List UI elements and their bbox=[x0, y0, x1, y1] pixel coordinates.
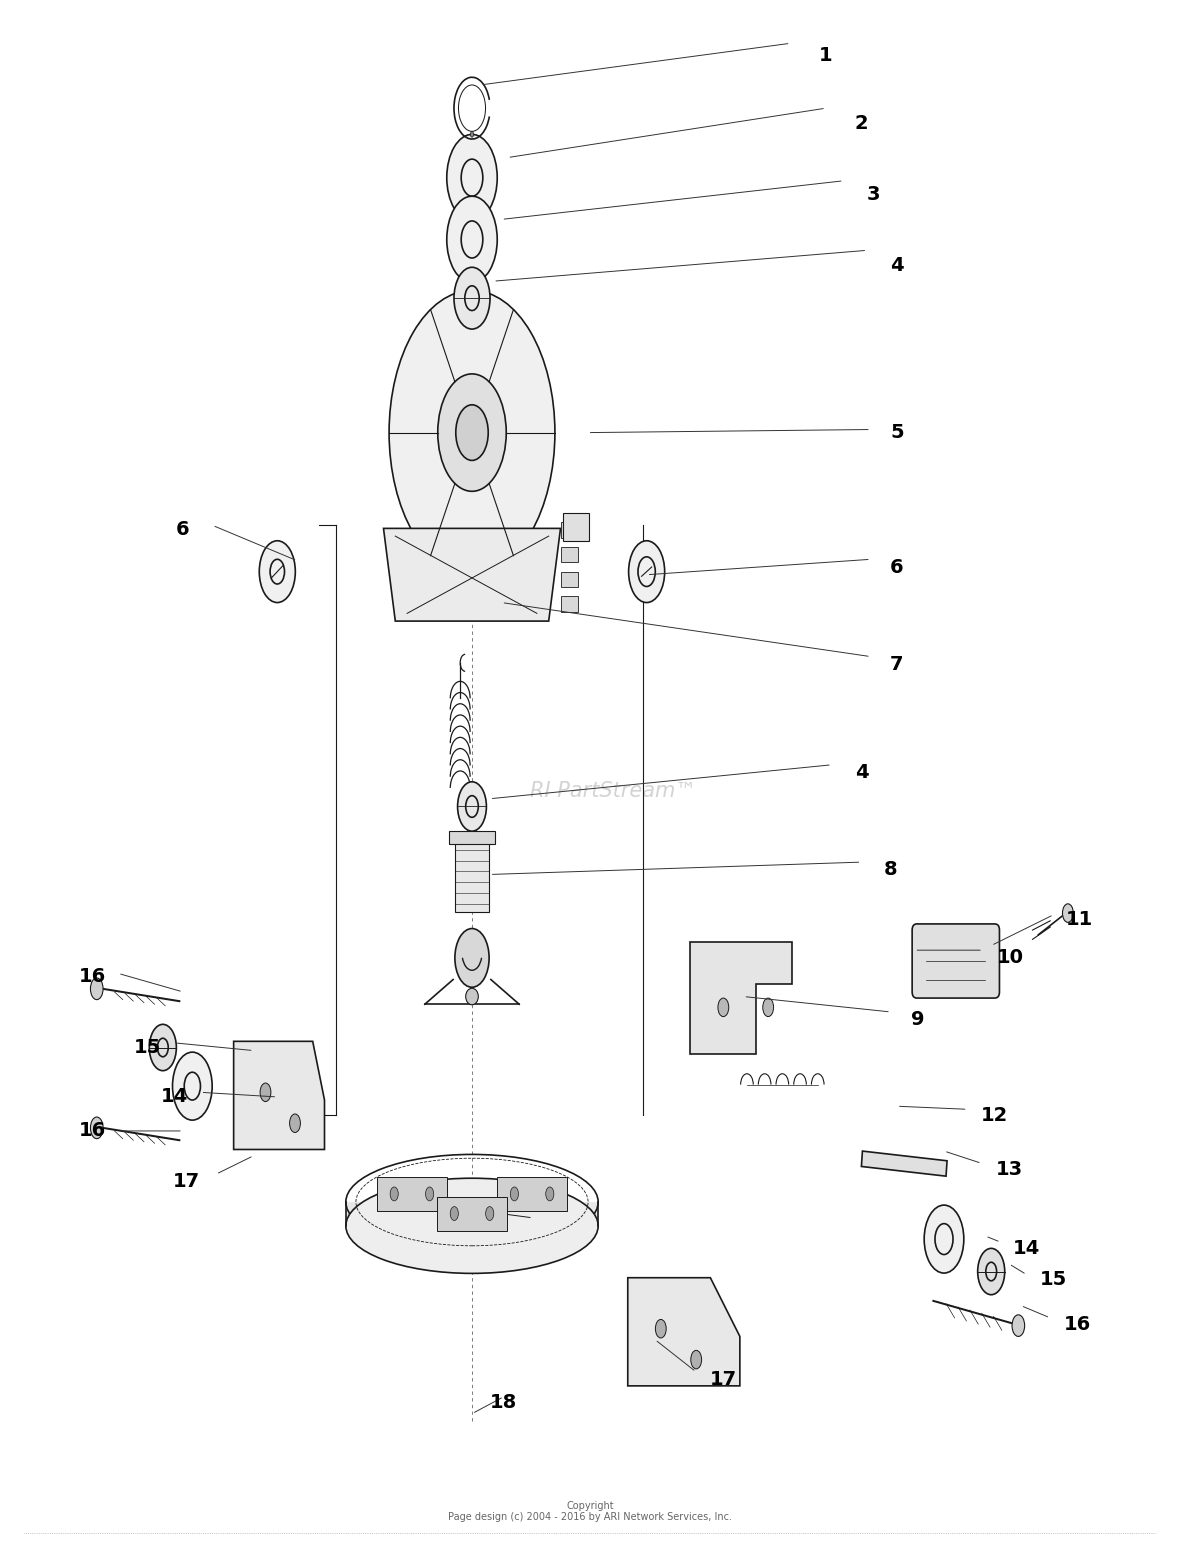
Ellipse shape bbox=[289, 1114, 301, 1132]
Text: 3: 3 bbox=[866, 185, 880, 204]
Ellipse shape bbox=[455, 405, 489, 460]
Ellipse shape bbox=[447, 196, 497, 283]
Bar bbox=[861, 1151, 948, 1176]
Text: 9: 9 bbox=[911, 1010, 925, 1029]
Text: Copyright: Copyright bbox=[566, 1502, 614, 1511]
Text: 10: 10 bbox=[997, 949, 1023, 967]
Ellipse shape bbox=[486, 1207, 493, 1221]
Polygon shape bbox=[346, 1202, 598, 1225]
Text: 4: 4 bbox=[890, 256, 904, 275]
Ellipse shape bbox=[91, 978, 103, 1000]
Text: 16: 16 bbox=[78, 1122, 106, 1140]
Text: 7: 7 bbox=[890, 655, 904, 674]
Text: 15: 15 bbox=[133, 1038, 162, 1057]
Text: 6: 6 bbox=[890, 558, 904, 576]
Ellipse shape bbox=[454, 267, 490, 329]
Ellipse shape bbox=[451, 1207, 458, 1221]
Ellipse shape bbox=[260, 541, 295, 603]
Ellipse shape bbox=[471, 131, 473, 138]
Bar bbox=[455, 837, 489, 912]
Ellipse shape bbox=[978, 1248, 1004, 1295]
Ellipse shape bbox=[762, 998, 774, 1017]
Polygon shape bbox=[384, 528, 560, 621]
Polygon shape bbox=[628, 1278, 740, 1386]
Ellipse shape bbox=[454, 929, 490, 987]
Ellipse shape bbox=[717, 998, 729, 1017]
Text: 16: 16 bbox=[1063, 1315, 1092, 1333]
Ellipse shape bbox=[346, 1179, 598, 1273]
Ellipse shape bbox=[172, 1052, 212, 1120]
Polygon shape bbox=[497, 1177, 568, 1211]
Text: RI PartStream™: RI PartStream™ bbox=[531, 782, 696, 800]
Polygon shape bbox=[376, 1177, 447, 1211]
Text: 13: 13 bbox=[996, 1160, 1022, 1179]
Ellipse shape bbox=[510, 1187, 518, 1200]
Text: 17: 17 bbox=[173, 1173, 199, 1191]
Ellipse shape bbox=[150, 1024, 176, 1071]
Ellipse shape bbox=[426, 1187, 434, 1200]
Polygon shape bbox=[437, 1196, 507, 1230]
Text: 14: 14 bbox=[160, 1088, 189, 1106]
Ellipse shape bbox=[391, 1187, 399, 1200]
Circle shape bbox=[466, 989, 478, 1004]
Ellipse shape bbox=[655, 1319, 667, 1338]
Text: 2: 2 bbox=[854, 114, 868, 133]
Text: 11: 11 bbox=[1066, 910, 1094, 929]
Ellipse shape bbox=[438, 374, 506, 491]
Ellipse shape bbox=[1062, 904, 1074, 922]
Text: Page design (c) 2004 - 2016 by ARI Network Services, Inc.: Page design (c) 2004 - 2016 by ARI Netwo… bbox=[448, 1513, 732, 1522]
Ellipse shape bbox=[458, 782, 486, 831]
Polygon shape bbox=[234, 1041, 324, 1149]
Text: 6: 6 bbox=[176, 521, 190, 539]
Text: 8: 8 bbox=[884, 861, 898, 879]
Text: 4: 4 bbox=[854, 763, 868, 782]
Ellipse shape bbox=[447, 134, 497, 221]
Ellipse shape bbox=[545, 1187, 553, 1200]
Ellipse shape bbox=[260, 1083, 271, 1102]
FancyBboxPatch shape bbox=[560, 547, 578, 562]
Text: 17: 17 bbox=[710, 1370, 736, 1389]
FancyBboxPatch shape bbox=[912, 924, 999, 998]
Bar bbox=[448, 831, 496, 844]
FancyBboxPatch shape bbox=[560, 572, 578, 587]
Ellipse shape bbox=[924, 1205, 964, 1273]
Text: 18: 18 bbox=[490, 1394, 518, 1412]
FancyBboxPatch shape bbox=[560, 522, 578, 538]
Text: 16: 16 bbox=[78, 967, 106, 986]
Ellipse shape bbox=[690, 1350, 702, 1369]
Text: 5: 5 bbox=[890, 423, 904, 442]
Ellipse shape bbox=[1012, 1315, 1024, 1336]
Text: 12: 12 bbox=[981, 1106, 1009, 1125]
Ellipse shape bbox=[389, 290, 555, 575]
Text: 15: 15 bbox=[1040, 1270, 1068, 1289]
Bar bbox=[563, 513, 589, 541]
Ellipse shape bbox=[629, 541, 664, 603]
Text: 14: 14 bbox=[1012, 1239, 1041, 1258]
Text: 1: 1 bbox=[819, 46, 833, 65]
Polygon shape bbox=[690, 942, 792, 1054]
FancyBboxPatch shape bbox=[560, 596, 578, 612]
Ellipse shape bbox=[91, 1117, 103, 1139]
